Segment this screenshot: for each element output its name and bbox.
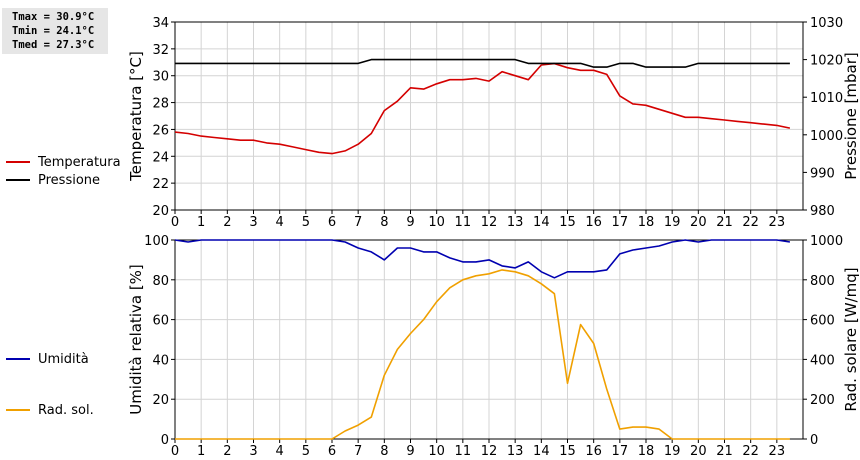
x-tick-label: 5 <box>302 444 310 459</box>
y-axis-title-left: Temperatura [°C] <box>127 51 145 182</box>
y-tick-label-left: 20 <box>152 204 169 219</box>
y-tick-label-right: 400 <box>810 353 835 368</box>
chart-panel-1: 0 1 2 3 4 5 6 7 8 9 10 11 12 13 14 15 16 17 18 19 20 21 22 2320… <box>6 16 860 230</box>
series-line-pressione <box>175 58 790 68</box>
x-tick-label: 1 <box>197 444 205 459</box>
x-tick-label: 1 <box>197 215 205 230</box>
x-tick-label: 4 <box>276 444 284 459</box>
y-tick-label-left: 24 <box>152 150 169 165</box>
y-tick-label-left: 30 <box>152 70 169 85</box>
x-tick-label: 20 <box>690 444 707 459</box>
y-tick-label-right: 1000 <box>810 129 843 144</box>
series-line-umidit <box>174 239 791 279</box>
x-tick-label: 14 <box>533 444 550 459</box>
x-tick-label: 13 <box>507 215 524 230</box>
x-tick-label: 19 <box>664 444 681 459</box>
x-tick-label: 22 <box>742 215 759 230</box>
y-tick-label-right: 1010 <box>810 91 843 106</box>
x-tick-label: 12 <box>481 215 498 230</box>
y-tick-label-left: 26 <box>152 123 169 138</box>
x-tick-label: 21 <box>716 444 733 459</box>
stats-box: Tmax = 30.9°C Tmin = 24.1°C Tmed = 27.3°… <box>2 8 108 54</box>
x-tick-label: 2 <box>223 215 231 230</box>
x-tick-label: 13 <box>507 444 524 459</box>
y-tick-label-left: 80 <box>152 274 169 289</box>
x-tick-label: 23 <box>769 444 786 459</box>
chart-panel-2: 0 1 2 3 4 5 6 7 8 9 10 11 12 13 14 15 16 17 18 19 20 21 22 2302… <box>6 234 860 459</box>
x-tick-label: 11 <box>455 444 472 459</box>
x-tick-label: 0 <box>171 215 179 230</box>
legend-label: Pressione <box>38 173 100 188</box>
y-tick-label-left: 28 <box>152 97 169 112</box>
legend-label: Temperatura <box>37 155 121 170</box>
tmed-stat: Tmed = 27.3°C <box>12 39 95 51</box>
x-tick-label: 14 <box>533 215 550 230</box>
x-tick-label: 5 <box>302 215 310 230</box>
y-tick-label-right: 1020 <box>810 54 843 69</box>
x-tick-label: 6 <box>328 215 336 230</box>
x-tick-label: 18 <box>638 444 655 459</box>
x-tick-label: 17 <box>612 215 629 230</box>
y-tick-label-right: 1000 <box>810 234 843 249</box>
x-tick-label: 3 <box>249 215 257 230</box>
tmin-stat: Tmin = 24.1°C <box>12 25 95 37</box>
y-axis-title-right: Rad. solare [W/mq] <box>842 267 860 411</box>
y-tick-label-right: 0 <box>810 433 818 448</box>
x-tick-label: 15 <box>559 215 576 230</box>
x-tick-label: 12 <box>481 444 498 459</box>
y-tick-label-left: 100 <box>144 234 169 249</box>
x-tick-label: 9 <box>406 215 414 230</box>
x-tick-label: 19 <box>664 215 681 230</box>
x-tick-label: 20 <box>690 215 707 230</box>
x-tick-label: 8 <box>380 444 388 459</box>
x-tick-label: 22 <box>742 444 759 459</box>
series-line-temperatura <box>174 62 791 155</box>
x-tick-label: 16 <box>585 215 602 230</box>
x-tick-label: 6 <box>328 444 336 459</box>
y-tick-label-right: 200 <box>810 393 835 408</box>
y-tick-label-right: 980 <box>810 204 835 219</box>
legend-label: Rad. sol. <box>38 403 94 418</box>
x-tick-label: 2 <box>223 444 231 459</box>
x-tick-label: 7 <box>354 444 362 459</box>
y-tick-label-left: 34 <box>152 16 169 31</box>
x-tick-label: 15 <box>559 444 576 459</box>
y-tick-label-left: 22 <box>152 177 169 192</box>
x-tick-label: 3 <box>249 444 257 459</box>
y-axis-title-right: Pressione [mbar] <box>842 52 860 180</box>
x-tick-label: 23 <box>769 215 786 230</box>
y-tick-label-left: 32 <box>152 43 169 58</box>
y-tick-label-right: 990 <box>810 166 835 181</box>
x-tick-label: 7 <box>354 215 362 230</box>
tmax-stat: Tmax = 30.9°C <box>12 11 95 23</box>
x-tick-label: 8 <box>380 215 388 230</box>
x-tick-label: 0 <box>171 444 179 459</box>
x-tick-label: 4 <box>276 215 284 230</box>
x-tick-label: 9 <box>406 444 414 459</box>
y-tick-label-right: 800 <box>810 274 835 289</box>
y-tick-label-left: 20 <box>152 393 169 408</box>
y-axis-title-left: Umidità relativa [%] <box>127 264 145 415</box>
y-tick-label-left: 0 <box>161 433 169 448</box>
series-line-rad-sol <box>175 269 790 440</box>
legend-label: Umidità <box>38 352 89 367</box>
y-tick-label-right: 600 <box>810 314 835 329</box>
x-tick-label: 11 <box>455 215 472 230</box>
x-tick-label: 17 <box>612 444 629 459</box>
x-tick-label: 21 <box>716 215 733 230</box>
y-tick-label-left: 60 <box>152 314 169 329</box>
x-tick-label: 16 <box>585 444 602 459</box>
x-tick-label: 18 <box>638 215 655 230</box>
x-tick-label: 10 <box>428 444 445 459</box>
y-tick-label-right: 1030 <box>810 16 843 31</box>
y-tick-label-left: 40 <box>152 353 169 368</box>
x-tick-label: 10 <box>428 215 445 230</box>
